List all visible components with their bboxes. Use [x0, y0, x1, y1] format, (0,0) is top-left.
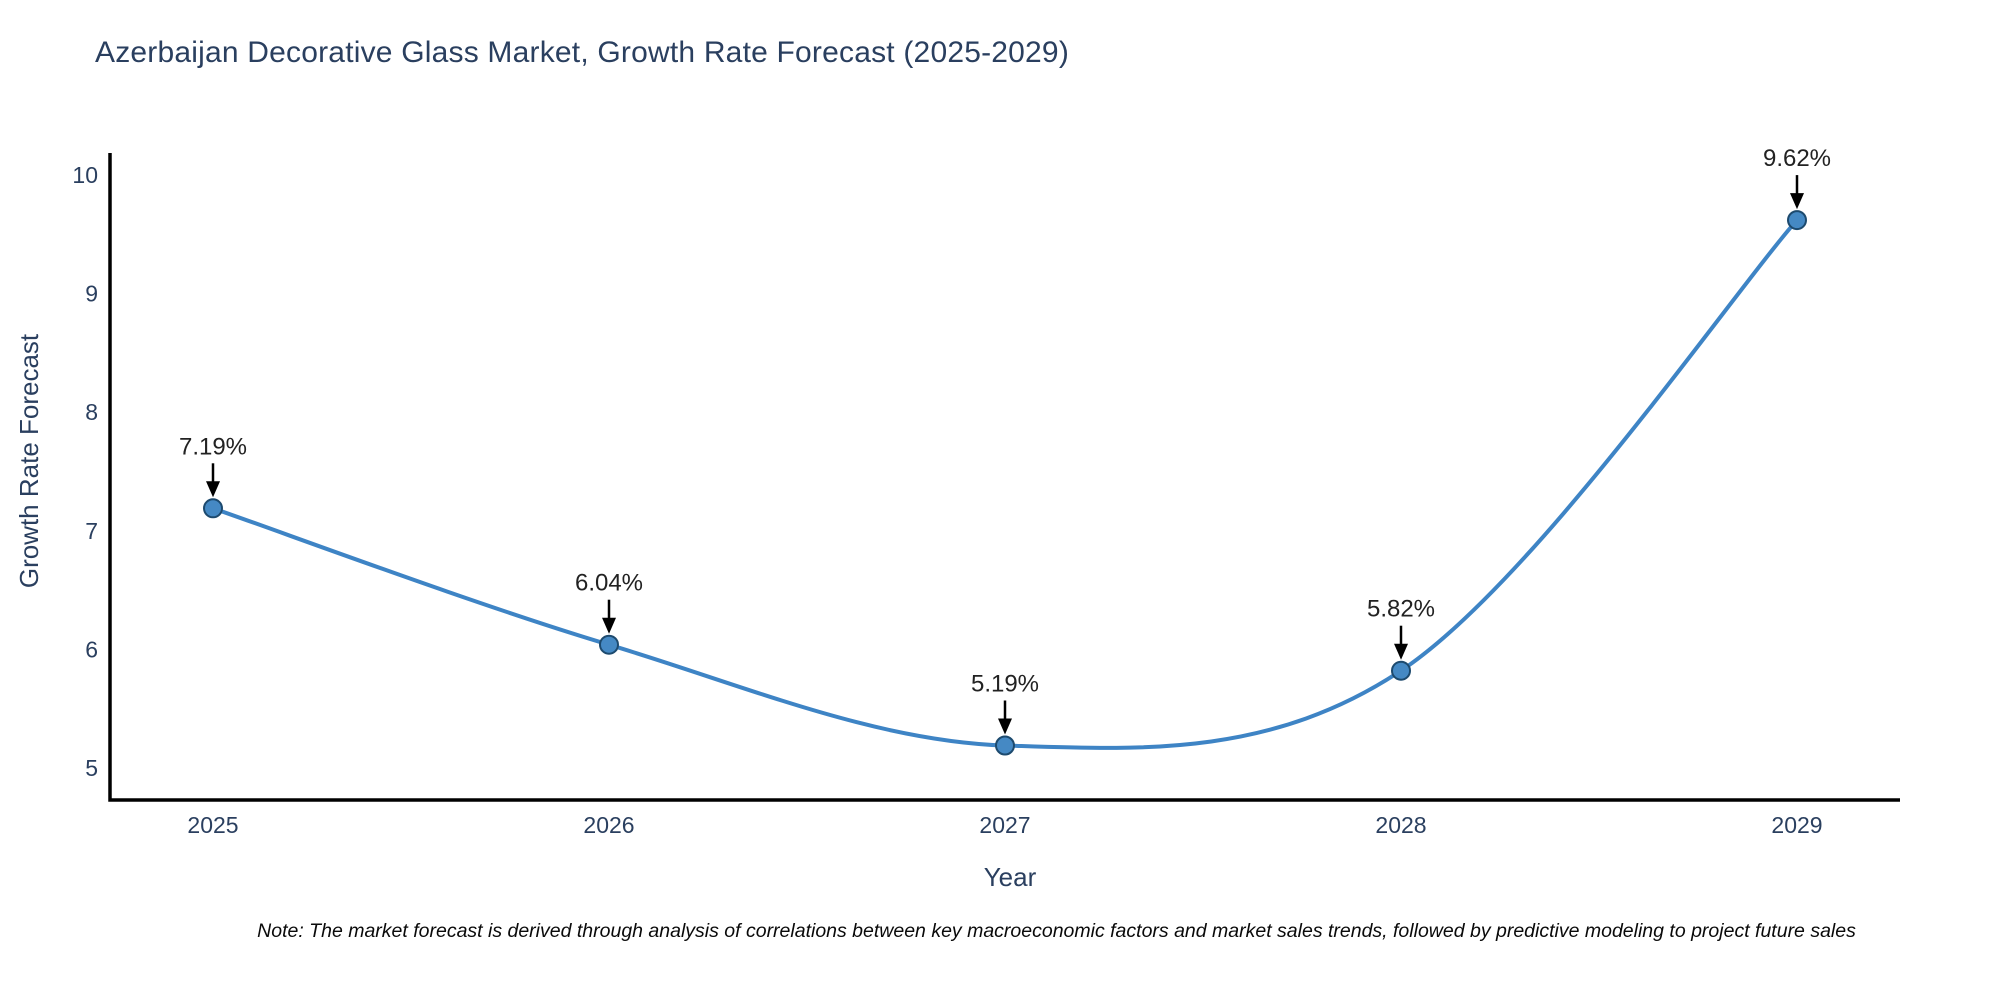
data-point-label: 6.04% [575, 570, 643, 597]
y-tick-label: 10 [72, 162, 98, 188]
x-axis-title: Year [983, 862, 1037, 892]
data-point [599, 634, 619, 655]
annotation-arrowhead-icon [998, 718, 1012, 735]
data-point [1391, 660, 1411, 681]
data-point [1787, 210, 1807, 231]
x-tick-label: 2027 [979, 812, 1030, 838]
y-tick-label: 9 [85, 281, 98, 307]
y-tick-label: 5 [85, 755, 98, 781]
data-point [995, 735, 1015, 756]
annotation-arrowhead-icon [1790, 193, 1804, 210]
axis-lines [108, 153, 1900, 802]
y-tick-label: 7 [85, 518, 98, 544]
y-axis-title: Growth Rate Forecast [14, 333, 44, 589]
data-point-label: 5.82% [1367, 596, 1435, 623]
data-point [203, 498, 223, 519]
series-line [211, 218, 1799, 750]
y-tick-label: 8 [85, 399, 98, 425]
annotation-arrowhead-icon [1394, 643, 1408, 660]
chart-title: Azerbaijan Decorative Glass Market, Grow… [95, 36, 1070, 69]
annotation-arrowhead-icon [206, 481, 220, 498]
annotation-arrowhead-icon [602, 617, 616, 634]
footnote: Note: The market forecast is derived thr… [257, 920, 1856, 942]
x-tick-label: 2026 [583, 812, 634, 838]
x-tick-label: 2025 [187, 812, 238, 838]
data-point-label: 7.19% [179, 433, 247, 460]
data-point-label: 5.19% [971, 671, 1039, 698]
y-tick-label: 6 [85, 636, 98, 662]
x-tick-label: 2028 [1375, 812, 1426, 838]
x-tick-label: 2029 [1771, 812, 1822, 838]
data-point-label: 9.62% [1763, 145, 1831, 172]
